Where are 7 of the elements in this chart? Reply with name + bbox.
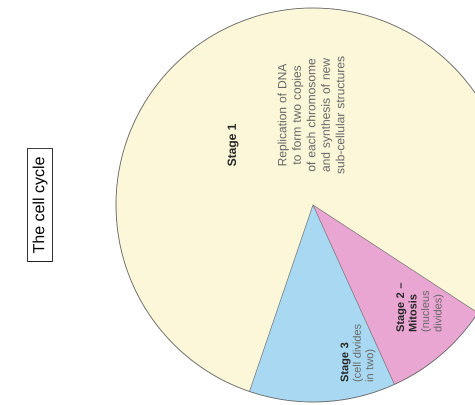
text: (nucleus divides) [420, 290, 444, 332]
text: (cell divides in two) [352, 324, 376, 382]
slice-label: Stage 2 – Mitosis [396, 282, 417, 332]
slice-label: Stage 1 [228, 124, 238, 166]
text: Replication of DNA to form two copies of each chromosome and synthesis of new sub-cellular structures [278, 56, 344, 174]
slice-label: Stage 3 [340, 342, 351, 382]
text: The cell cycle [32, 157, 48, 254]
